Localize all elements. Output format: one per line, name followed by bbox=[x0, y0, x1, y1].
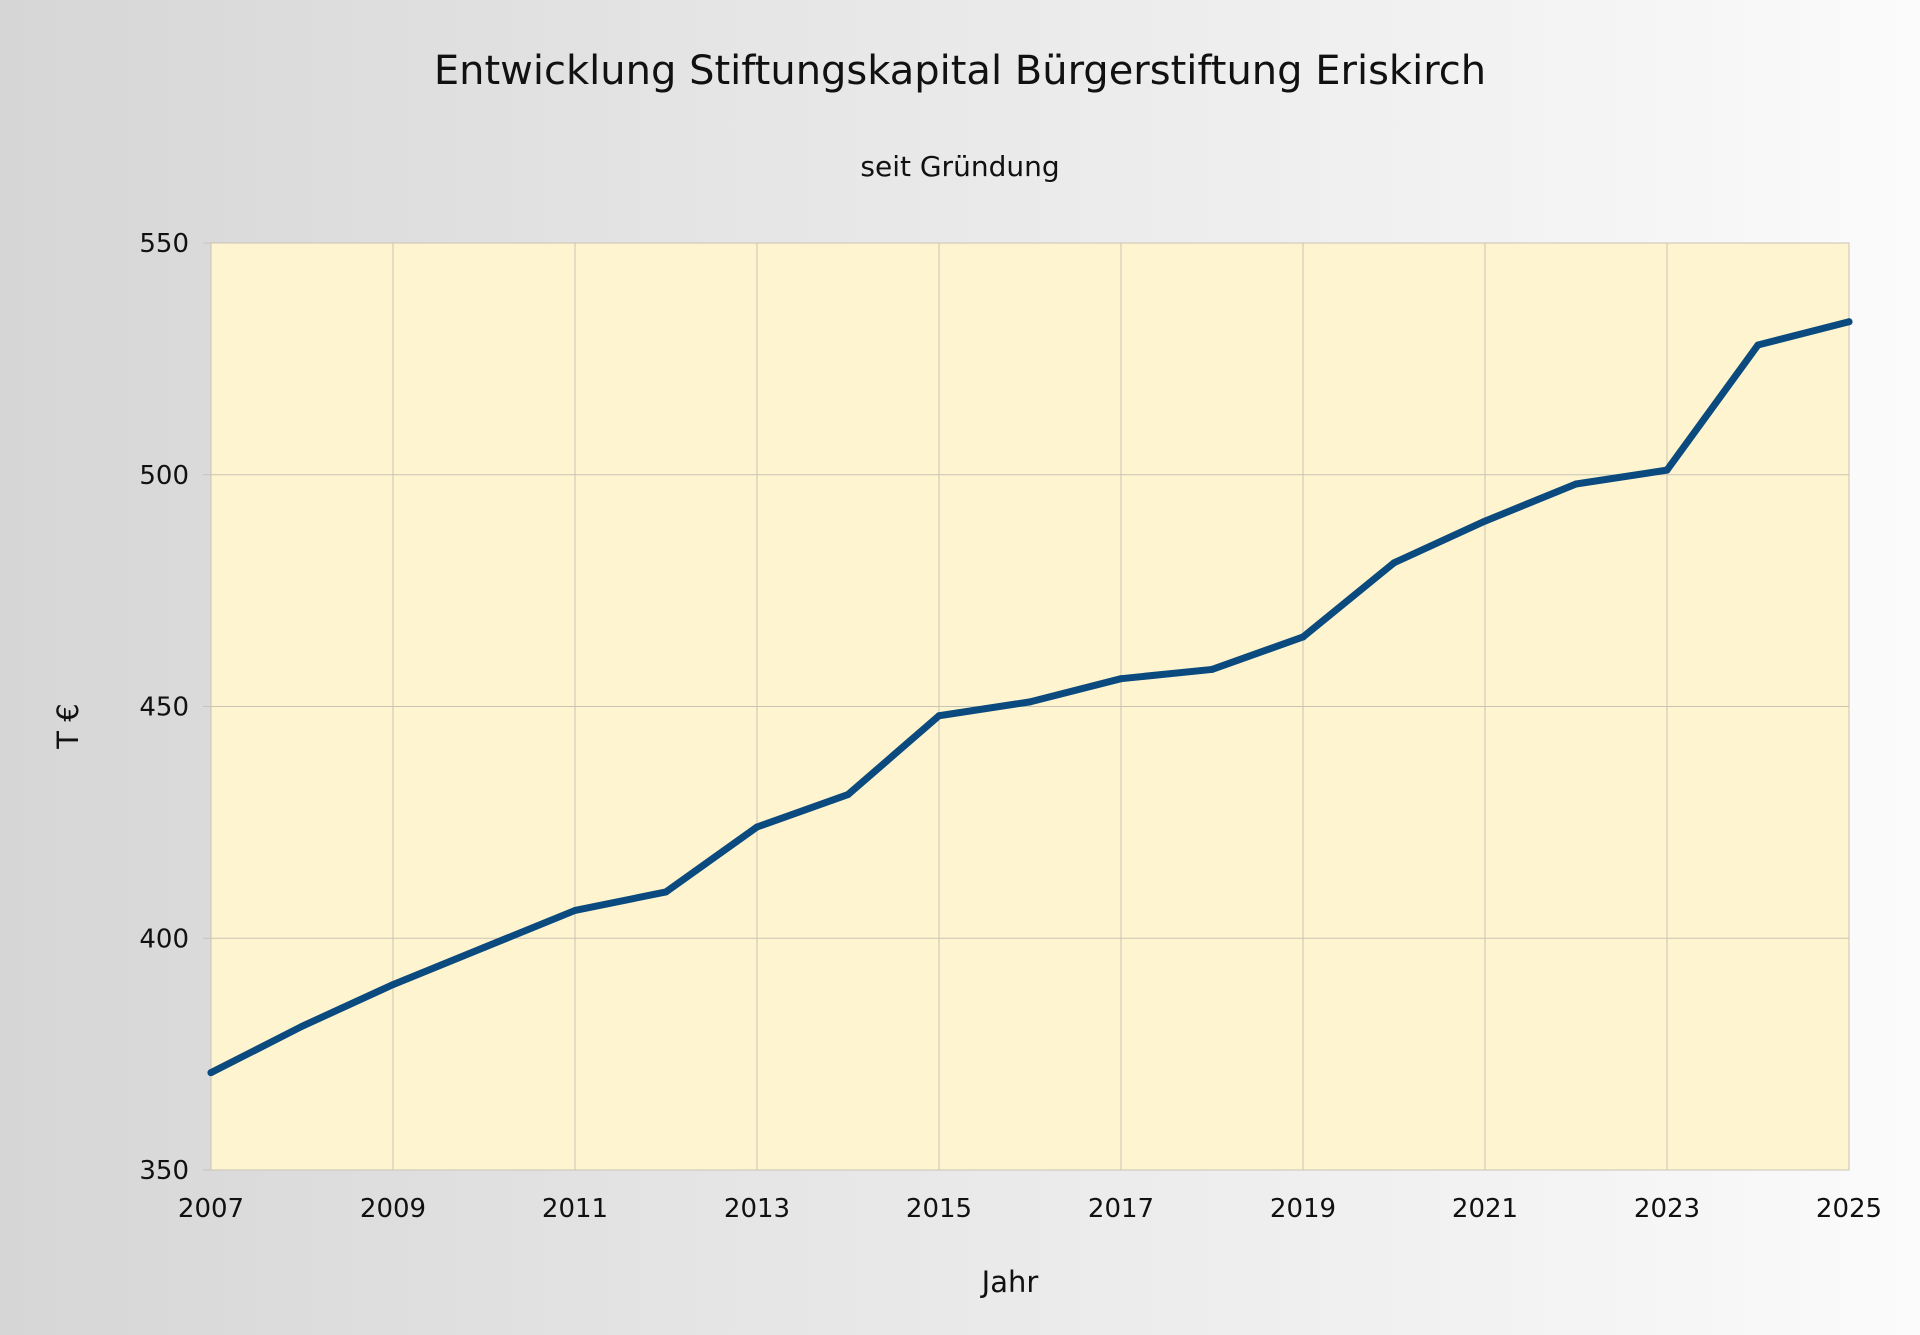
data-point bbox=[571, 906, 579, 914]
series-layer bbox=[207, 318, 1853, 1077]
data-point bbox=[207, 1069, 215, 1077]
data-point bbox=[1390, 559, 1398, 567]
x-tick-label: 2013 bbox=[724, 1194, 790, 1224]
x-tick-label: 2017 bbox=[1088, 1194, 1154, 1224]
data-point bbox=[1663, 466, 1671, 474]
data-point bbox=[1754, 341, 1762, 349]
data-point bbox=[298, 1022, 306, 1030]
y-tick-label: 550 bbox=[139, 229, 189, 259]
data-point bbox=[1208, 665, 1216, 673]
data-point bbox=[1572, 480, 1580, 488]
x-tick-label: 2009 bbox=[360, 1194, 426, 1224]
y-tick-label: 350 bbox=[139, 1156, 189, 1186]
data-point bbox=[935, 712, 943, 720]
y-axis-label: T € bbox=[51, 703, 85, 749]
data-point bbox=[1117, 675, 1125, 683]
data-point bbox=[389, 981, 397, 989]
data-point bbox=[1845, 318, 1853, 326]
x-tick-label: 2019 bbox=[1270, 1194, 1336, 1224]
data-point bbox=[1026, 698, 1034, 706]
x-tick-label: 2025 bbox=[1816, 1194, 1882, 1224]
x-tick-label: 2021 bbox=[1452, 1194, 1518, 1224]
x-tick-label: 2011 bbox=[542, 1194, 608, 1224]
data-point bbox=[844, 791, 852, 799]
chart-title: Entwicklung Stiftungskapital Bürgerstift… bbox=[434, 48, 1486, 94]
x-tick-label: 2007 bbox=[178, 1194, 244, 1224]
y-axis-ticks: 350 400 450 500 550 bbox=[139, 229, 189, 1186]
x-tick-label: 2023 bbox=[1634, 1194, 1700, 1224]
x-tick-label: 2015 bbox=[906, 1194, 972, 1224]
y-tick-label: 450 bbox=[139, 693, 189, 723]
data-point bbox=[662, 888, 670, 896]
chart-subtitle: seit Gründung bbox=[860, 150, 1059, 183]
data-point bbox=[480, 944, 488, 952]
data-point bbox=[1481, 517, 1489, 525]
x-axis-label: Jahr bbox=[980, 1265, 1039, 1299]
grid-lines bbox=[203, 242, 1850, 1171]
x-axis-ticks: 2007 2009 2011 2013 2015 2017 2019 2021 2023 2025 bbox=[178, 1194, 1882, 1224]
data-point bbox=[753, 823, 761, 831]
y-tick-label: 500 bbox=[139, 461, 189, 491]
y-tick-label: 400 bbox=[139, 924, 189, 954]
data-point bbox=[1299, 633, 1307, 641]
